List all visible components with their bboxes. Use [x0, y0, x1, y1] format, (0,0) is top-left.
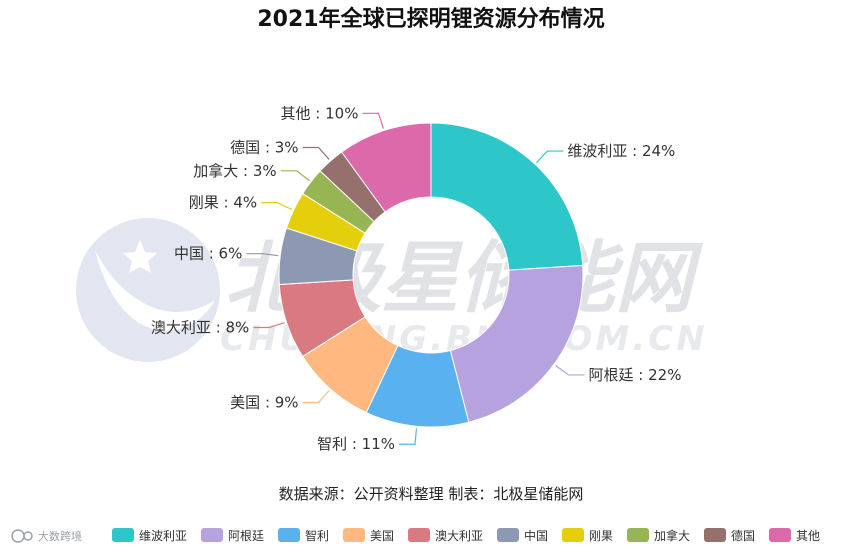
- legend-item-3: 智利: [278, 528, 329, 543]
- legend-item-6: 中国: [497, 528, 548, 543]
- legend-label: 智利: [305, 528, 329, 543]
- leader-line-2: [555, 365, 585, 376]
- slice-label-5: 澳大利亚 : 8%: [151, 319, 249, 337]
- legend-label: 德国: [731, 528, 755, 543]
- slice-label-8: 加拿大 : 3%: [193, 162, 276, 180]
- slice-label-10: 其他 : 10%: [281, 104, 359, 122]
- legend-label: 美国: [370, 529, 394, 543]
- legend-label: 维波利亚: [139, 529, 187, 543]
- brand-logo-icon: [11, 529, 25, 543]
- legend-swatch: [627, 528, 649, 542]
- slice-label-9: 德国 : 3%: [230, 138, 298, 156]
- legend-item-2: 阿根廷: [201, 528, 264, 543]
- legend-swatch: [704, 528, 726, 542]
- donut-slices: [278, 122, 584, 428]
- legend-swatch: [562, 528, 584, 542]
- legend-swatch: [343, 528, 365, 542]
- legend-item-4: 美国: [343, 528, 394, 543]
- leader-line-4: [302, 390, 330, 404]
- slice-10: [340, 122, 432, 213]
- slice-label-6: 中国 : 6%: [174, 245, 242, 263]
- slice-label-7: 刚果 : 4%: [189, 194, 257, 212]
- leader-line-8: [280, 170, 310, 182]
- slice-label-4: 美国 : 9%: [230, 394, 298, 412]
- watermark-star-icon: [123, 240, 157, 273]
- legend-label: 其他: [796, 529, 820, 543]
- leader-line-7: [261, 202, 292, 210]
- legend-label: 澳大利亚: [435, 529, 483, 543]
- legend-item-10: 其他: [769, 528, 820, 543]
- slice-label-1: 维波利亚 : 24%: [567, 142, 675, 160]
- label-leaders: [246, 112, 585, 445]
- legend-swatch: [201, 528, 223, 542]
- legend-item-1: 维波利亚: [112, 528, 187, 543]
- watermark-logo-icon: [76, 218, 220, 362]
- slice-labels: 维波利亚 : 24% 阿根廷 : 22% 智利 : 11% 美国 : 9% 澳大利亚 :…: [151, 104, 682, 453]
- legend-item-8: 加拿大: [627, 528, 690, 543]
- watermark-logo-swoosh-icon: [95, 250, 215, 331]
- legend-label: 阿根廷: [228, 529, 264, 543]
- leader-line-5: [253, 322, 285, 329]
- slice-label-2: 阿根廷 : 22%: [589, 366, 682, 384]
- brand-text: 大数跨境: [38, 529, 82, 543]
- leader-line-9: [302, 146, 330, 160]
- chart-title: 2021年全球已探明锂资源分布情况: [257, 6, 604, 32]
- slice-1: [430, 122, 584, 271]
- leader-line-6: [246, 253, 279, 257]
- legend-swatch: [408, 528, 430, 542]
- source-note: 数据来源：公开资料整理 制表：北极星储能网: [279, 485, 584, 503]
- legend-item-7: 刚果: [562, 528, 613, 543]
- brand-logo-dot-icon: [23, 531, 33, 541]
- legend-label: 加拿大: [654, 528, 690, 543]
- legend-label: 中国: [524, 528, 548, 543]
- legend: 维波利亚 阿根廷 智利 美国 澳大利亚 中国 刚果 加拿大 德国 其他: [112, 528, 820, 543]
- legend-item-9: 德国: [704, 528, 755, 543]
- brand-mark: 大数跨境: [11, 529, 82, 543]
- legend-swatch: [112, 528, 134, 542]
- leader-line-1: [535, 150, 564, 164]
- legend-swatch: [278, 528, 300, 542]
- watermark: 北极星储能网 CHUNENG.BJX.COM.CN: [76, 218, 705, 362]
- slice-2: [449, 264, 584, 423]
- legend-label: 刚果: [589, 529, 613, 543]
- leader-line-3: [399, 428, 418, 445]
- legend-swatch: [497, 528, 519, 542]
- legend-item-5: 澳大利亚: [408, 528, 483, 543]
- slice-label-3: 智利 : 11%: [317, 435, 395, 453]
- legend-swatch: [769, 528, 791, 542]
- leader-line-10: [362, 112, 384, 129]
